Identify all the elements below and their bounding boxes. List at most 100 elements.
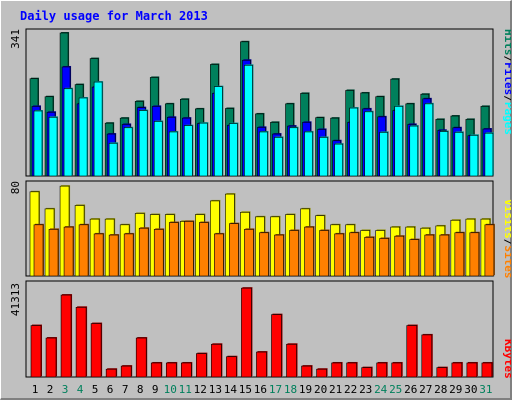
legend-files: Files: [502, 62, 511, 95]
sites-bar: [274, 234, 285, 277]
pages-bar: [78, 97, 89, 177]
kbytes-bar: [316, 368, 328, 378]
x-day-label: 13: [209, 383, 222, 396]
pages-bar: [214, 85, 224, 177]
x-day-label: 27: [419, 383, 432, 396]
legend-sites: Sites: [502, 245, 511, 278]
legend-kbytes: KBytes: [502, 339, 511, 379]
sites-bar: [469, 231, 480, 277]
x-day-label: 2: [47, 383, 54, 396]
kbytes-bar: [226, 355, 238, 378]
sites-bar: [33, 223, 44, 277]
x-day-label: 28: [434, 383, 447, 396]
kbytes-bar: [45, 337, 58, 378]
x-day-label: 14: [224, 383, 238, 396]
sites-bar: [484, 223, 495, 277]
x-day-label: 11: [179, 383, 192, 396]
sites-bar: [319, 229, 330, 277]
sites-bar: [138, 227, 150, 277]
sites-bar: [244, 228, 255, 277]
x-day-label: 22: [344, 383, 357, 396]
kbytes-bar: [60, 294, 73, 378]
x-axis-day-labels: 1 2 3 4 5 6 7 8 9 10 11 12 13 14 15 16 17 18 19 20 21 22 23 24 2…: [32, 383, 493, 396]
pages-bar: [304, 130, 314, 177]
x-day-label: 4: [77, 383, 84, 396]
pages-bar: [484, 132, 494, 177]
pages-bar: [63, 87, 74, 177]
sites-bar: [409, 238, 420, 277]
x-day-label: 16: [254, 383, 267, 396]
sites-bar: [184, 220, 195, 277]
sites-bar: [454, 231, 465, 277]
kbytes-bar: [241, 287, 253, 378]
sites-bar: [424, 234, 435, 277]
sites-bar: [364, 236, 375, 277]
legend-separator: /: [502, 95, 511, 102]
pages-bar: [48, 116, 59, 177]
kbytes-bar: [90, 322, 103, 378]
sites-bar: [334, 232, 345, 277]
kbytes-bar: [301, 365, 313, 378]
pages-bar: [33, 110, 43, 177]
sites-bar: [78, 223, 90, 277]
kbytes-bar: [256, 351, 268, 378]
kbytes-bar: [211, 343, 223, 378]
x-day-label: 15: [239, 383, 252, 396]
legend-hits: Hits: [502, 29, 511, 56]
x-day-label: 3: [62, 383, 69, 396]
sites-bar: [229, 222, 240, 277]
x-day-label: 5: [92, 383, 99, 396]
sites-bar: [214, 232, 225, 277]
pages-bar: [424, 102, 434, 177]
x-day-label: 7: [122, 383, 129, 396]
legend-pages: Pages: [502, 102, 511, 135]
legend-separator: /: [502, 239, 511, 246]
kbytes-panel-bars: [30, 287, 493, 378]
kbytes-bar: [451, 361, 463, 378]
pages-bar: [123, 126, 134, 177]
sites-bar: [394, 235, 405, 277]
kbytes-bar: [361, 366, 373, 378]
sites-bar: [153, 228, 165, 277]
legend-visits: Visits: [502, 199, 511, 239]
pages-bar: [168, 130, 179, 177]
kbytes-bar: [391, 361, 403, 378]
kbytes-bar: [436, 366, 448, 378]
pages-bar: [93, 81, 104, 177]
legend-separator: /: [502, 56, 511, 63]
visits-panel-bars: [29, 185, 495, 277]
sites-bar: [93, 232, 105, 277]
pages-bar: [244, 64, 254, 177]
x-day-label: 6: [107, 383, 114, 396]
visits-panel-legend: Visits/Sites: [502, 199, 511, 279]
pages-bar: [138, 109, 149, 177]
kbytes-bar: [376, 361, 388, 378]
pages-bar: [469, 134, 479, 177]
kbytes-bar: [286, 343, 298, 378]
pages-bar: [454, 131, 464, 177]
kbytes-bar: [196, 352, 208, 378]
sites-bar: [379, 237, 390, 277]
kbytes-bar: [421, 333, 433, 378]
x-day-label: 23: [359, 383, 372, 396]
x-day-label: 26: [404, 383, 417, 396]
pages-bar: [394, 105, 404, 177]
hits-panel-bars: [29, 32, 494, 177]
x-day-label: 25: [389, 383, 402, 396]
kbytes-bar: [466, 361, 478, 378]
pages-bar: [108, 142, 119, 177]
kbytes-bar: [271, 313, 283, 378]
kbytes-y-max-label: 41313: [9, 283, 22, 316]
hits-panel-legend: Hits/Files/Pages: [502, 29, 511, 135]
sites-bar: [123, 232, 135, 277]
x-day-label: 21: [329, 383, 342, 396]
sites-bar: [259, 231, 270, 277]
x-day-label: 8: [137, 383, 144, 396]
pages-bar: [379, 131, 389, 177]
sites-bar: [304, 226, 315, 277]
kbytes-bar: [331, 361, 343, 378]
kbytes-bar: [120, 365, 133, 378]
sites-bar: [289, 229, 300, 277]
pages-bar: [153, 120, 164, 177]
